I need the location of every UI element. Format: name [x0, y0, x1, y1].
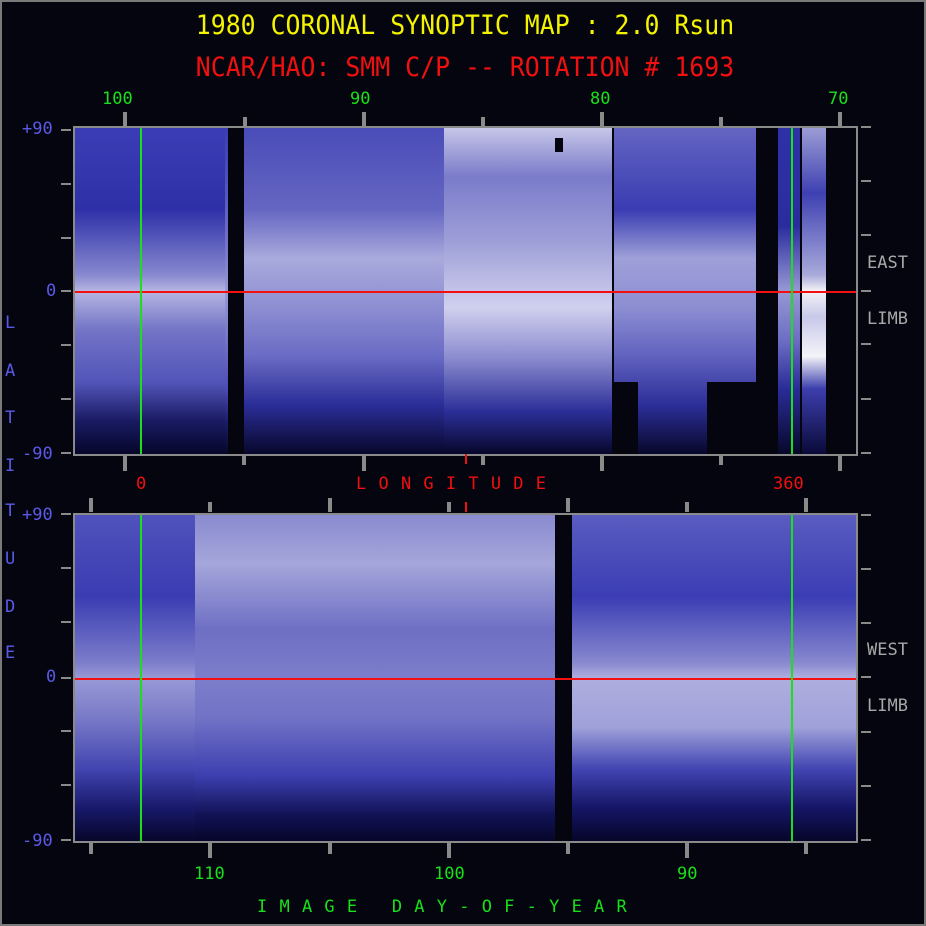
longitude-360-line-bottom — [791, 515, 793, 841]
bottom-day-tick-90: 90 — [677, 864, 698, 884]
west-limb-label: LIMB — [867, 696, 908, 716]
top-day-tick-100: 100 — [102, 89, 133, 109]
longitude-0-line-bottom — [140, 515, 142, 841]
lat-tick-0-top: 0 — [46, 281, 57, 301]
east-limb-panel — [73, 126, 858, 456]
top-day-tick-70: 70 — [828, 89, 849, 109]
longitude-360-line-top — [791, 128, 793, 454]
equator-line-top — [75, 291, 856, 293]
chart-title: 1980 CORONAL SYNOPTIC MAP : 2.0 Rsun — [195, 10, 735, 41]
longitude-axis-label: L O N G I T U D E — [356, 474, 547, 494]
lat-tick-0-bottom: 0 — [46, 667, 57, 687]
bottom-day-tick-100: 100 — [434, 864, 465, 884]
east-label: EAST — [867, 253, 908, 273]
top-day-tick-80: 80 — [590, 89, 611, 109]
lat-tick-plus90-bottom: +90 — [22, 505, 53, 525]
west-label: WEST — [867, 640, 908, 660]
lat-tick-minus90-top: -90 — [22, 444, 53, 464]
west-limb-panel — [73, 513, 858, 843]
longitude-tick-0: 0 — [136, 474, 147, 494]
longitude-0-line-top — [140, 128, 142, 454]
longitude-tick-360: 360 — [773, 474, 804, 494]
equator-line-bottom — [75, 678, 856, 680]
east-limb-label: LIMB — [867, 309, 908, 329]
lat-tick-minus90-bottom: -90 — [22, 831, 53, 851]
lat-tick-plus90-top: +90 — [22, 119, 53, 139]
day-of-year-axis-label: I M A G E D A Y - O F - Y E A R — [257, 897, 628, 917]
chart-subtitle: NCAR/HAO: SMM C/P -- ROTATION # 1693 — [195, 52, 735, 83]
bottom-day-tick-110: 110 — [194, 864, 225, 884]
top-day-tick-90: 90 — [350, 89, 371, 109]
